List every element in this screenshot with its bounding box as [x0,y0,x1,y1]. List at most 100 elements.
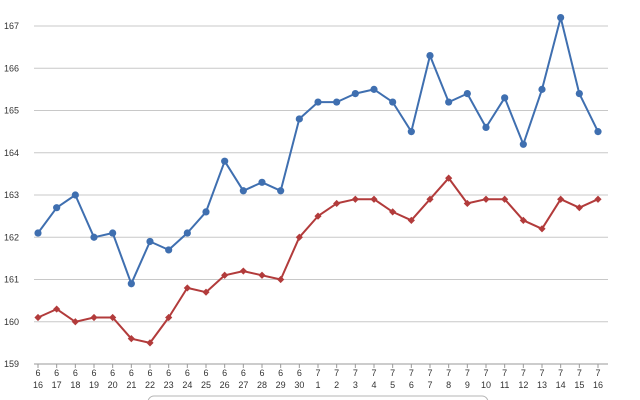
series-1-point [594,128,602,136]
series-1-point [519,140,527,148]
y-tick-label: 164 [4,148,19,158]
series-2-point [519,216,527,224]
x-tick-label-day: 13 [537,380,547,390]
x-tick-label-month: 6 [203,368,208,378]
series-1-point [146,237,154,246]
series-1-point [34,229,42,237]
series-2-point [538,225,546,233]
series-2-point [183,284,191,292]
series-2-point [445,174,453,182]
series-1-point [445,98,453,106]
x-tick-label-day: 17 [52,380,62,390]
series-2-point [239,267,247,275]
y-tick-label: 163 [4,190,19,200]
series-2-point [482,195,490,203]
x-tick-label-day: 7 [427,380,432,390]
series-1-point [370,85,378,93]
series-1-point [314,98,322,106]
x-tick-label-month: 6 [147,368,152,378]
series-1-point [389,98,397,106]
x-tick-label-month: 7 [595,368,600,378]
series-2-point [202,288,210,296]
x-tick-label-day: 28 [257,380,267,390]
series-1-point [407,128,415,136]
series-1-point [482,123,490,131]
x-tick-label-day: 9 [465,380,470,390]
series-2-point [34,313,42,322]
x-tick-label-month: 7 [371,368,376,378]
series-2-point [314,212,322,220]
series-2-point [389,208,397,216]
series-1-point [202,208,210,216]
x-tick-label-day: 15 [574,380,584,390]
series-1-point [557,13,565,22]
series-1-point [239,187,247,195]
series-2-point [71,318,79,326]
x-tick-label-day: 29 [276,380,286,390]
x-tick-label-month: 6 [166,368,171,378]
y-tick-label: 162 [4,232,19,242]
x-tick-label-month: 7 [483,368,488,378]
x-tick-label-day: 14 [556,380,566,390]
series-2-point [370,195,378,203]
series-1-point [71,191,79,199]
x-tick-label-day: 4 [371,380,376,390]
x-tick-label-month: 6 [110,368,115,378]
x-tick-label-month: 7 [446,368,451,378]
x-tick-label-month: 6 [129,368,134,378]
series-1-point [501,94,509,102]
series-2-point [53,305,61,313]
x-tick-label-month: 7 [315,368,320,378]
series-2-point [146,339,154,347]
series-1-point [183,229,191,237]
x-tick-label-day: 21 [126,380,136,390]
x-tick-label-day: 25 [201,380,211,390]
x-tick-label-month: 7 [558,368,563,378]
x-tick-label-month: 7 [409,368,414,378]
x-tick-label-day: 2 [334,380,339,390]
x-tick-label-month: 7 [390,368,395,378]
series-2-point [407,216,415,224]
legend-box [147,395,489,400]
x-tick-label-month: 7 [465,368,470,378]
y-tick-label: 159 [4,359,19,369]
series-2-point [463,199,471,208]
x-tick-label-day: 10 [481,380,491,390]
series-2-point [277,275,285,284]
x-tick-label-day: 26 [220,380,230,390]
series-1-point [333,98,341,106]
x-tick-label-day: 3 [353,380,358,390]
series-1-point [109,229,117,237]
series-1-point [221,157,229,165]
x-tick-label-day: 16 [593,380,603,390]
y-tick-label: 160 [4,317,19,327]
x-tick-label-day: 30 [294,380,304,390]
x-tick-label-month: 7 [577,368,582,378]
x-tick-label-day: 5 [390,380,395,390]
series-2-point [575,204,583,212]
y-tick-label: 161 [4,275,19,285]
series-2-point [557,195,565,203]
series-2-point [258,271,266,279]
y-tick-label: 165 [4,106,19,116]
x-tick-label-month: 7 [502,368,507,378]
series-2-point [333,199,341,208]
series-2-point [295,233,303,241]
x-tick-label-day: 22 [145,380,155,390]
axis-layer [34,363,608,368]
x-tick-label-month: 7 [427,368,432,378]
x-tick-label-month: 6 [73,368,78,378]
x-tick-label-month: 6 [259,368,264,378]
series-2-point [127,335,135,343]
x-tick-label-day: 11 [500,380,509,390]
series-1-point [90,233,98,241]
x-tick-label-month: 7 [521,368,526,378]
series-layer [34,13,602,347]
label-layer: 1591601611621631641651661676166176186196… [4,21,603,390]
x-tick-label-day: 20 [108,380,118,390]
series-2-point [501,195,509,203]
x-tick-label-day: 18 [70,380,80,390]
x-tick-label-month: 6 [35,368,40,378]
